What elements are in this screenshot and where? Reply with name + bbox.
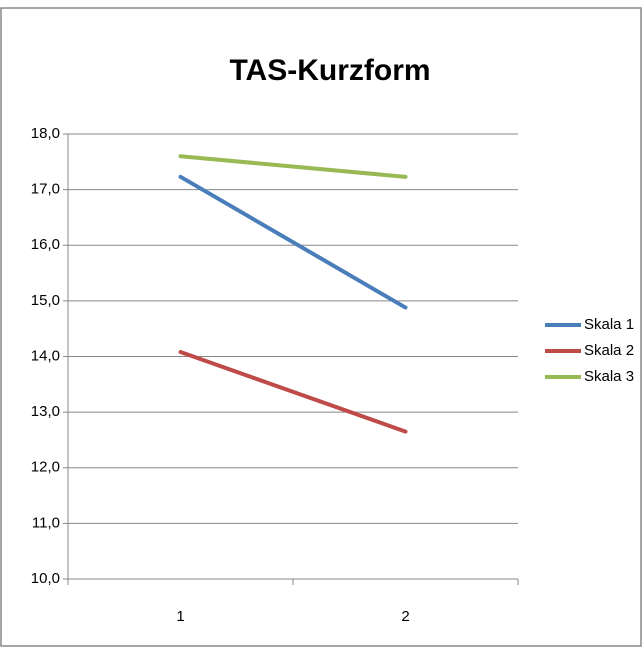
y-tick-label: 11,0 (32, 514, 60, 531)
y-tick-label: 12,0 (31, 459, 60, 476)
y-tick-label: 18,0 (31, 125, 60, 142)
y-tick-label: 13,0 (31, 403, 60, 420)
x-tick-label: 1 (176, 608, 184, 625)
legend-label: Skala 3 (584, 368, 634, 385)
x-tick-label: 2 (401, 608, 409, 625)
y-tick-label: 16,0 (31, 236, 60, 253)
y-tick-label: 14,0 (31, 347, 60, 364)
chart-border (0, 7, 642, 647)
series-line (178, 174, 408, 310)
y-tick-label: 10,0 (31, 570, 60, 587)
legend-label: Skala 1 (584, 316, 634, 333)
series-line (178, 350, 408, 434)
series-line (178, 154, 408, 179)
chart-title: TAS-Kurzform (229, 54, 430, 87)
y-tick-label: 15,0 (31, 292, 60, 309)
y-tick-label: 17,0 (31, 181, 60, 198)
legend-label: Skala 2 (584, 342, 634, 359)
